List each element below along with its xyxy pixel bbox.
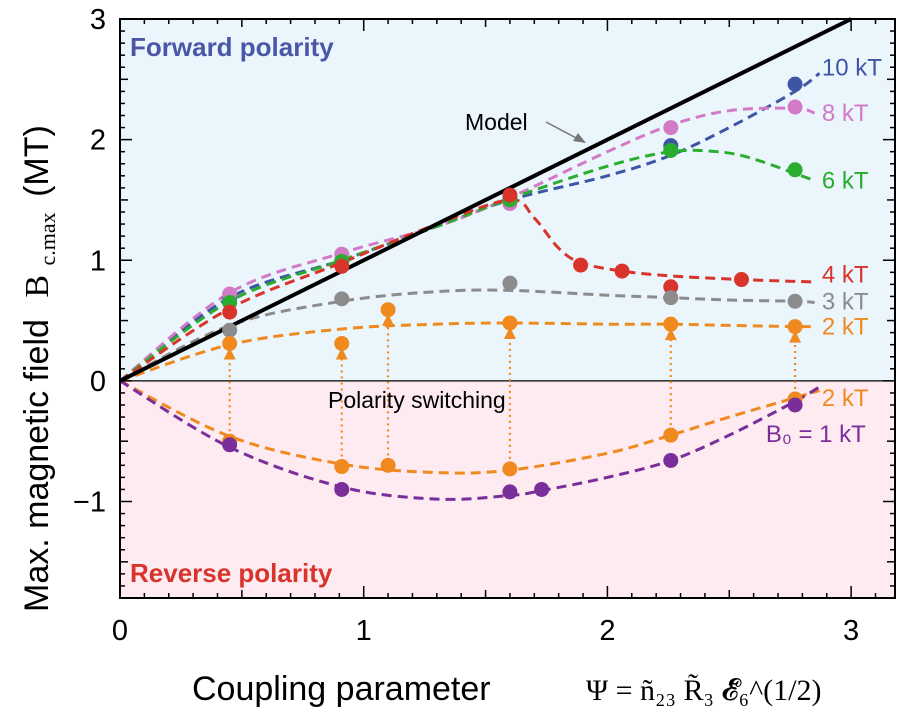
- point-series-3-5: [663, 279, 679, 295]
- point-series-5-1: [334, 335, 350, 351]
- point-series-4-4: [787, 293, 803, 309]
- point-series-6-4: [663, 427, 679, 443]
- point-series-5-0: [222, 335, 238, 351]
- fit-curves: [119, 72, 821, 501]
- switch-arrowhead-1: [335, 347, 348, 360]
- point-series-2-4: [787, 162, 803, 178]
- y-axis-title: Max. magnetic field B c.max (MT): [18, 125, 63, 612]
- point-series-6-3: [502, 461, 518, 477]
- y-tick-label-2: 1: [90, 245, 106, 277]
- series-label-0: 10 kT: [822, 54, 882, 81]
- curve-series-6: [119, 379, 820, 475]
- x-axis-title-text: Coupling parameter: [192, 670, 491, 708]
- point-series-1-4: [787, 99, 803, 115]
- y-tick-label-0: −1: [73, 487, 106, 519]
- point-series-3-4: [614, 263, 630, 279]
- point-series-0-4: [787, 76, 803, 92]
- point-series-7-1: [334, 481, 350, 497]
- model-line-stroke: [119, 17, 853, 383]
- y-axis-title-text: Max. magnetic field: [18, 319, 56, 612]
- y-tick-label-4: 3: [90, 4, 106, 36]
- point-series-1-3: [663, 120, 679, 136]
- polarity-regions: [120, 19, 895, 598]
- point-series-6-1: [334, 459, 350, 475]
- point-series-3-1: [334, 258, 350, 274]
- point-series-5-3: [502, 315, 518, 331]
- point-series-3-6: [733, 272, 749, 288]
- series-label-7: B₀ = 1 kT: [766, 421, 866, 448]
- data-points: [222, 76, 803, 500]
- point-series-4-3: [663, 290, 679, 306]
- y-tick-label-1: 0: [90, 366, 106, 398]
- polarity-switching-annotation: Polarity switching: [328, 387, 506, 413]
- point-series-5-4: [663, 316, 679, 332]
- curve-series-5: [119, 321, 815, 383]
- switching-arrows: [223, 313, 802, 459]
- axis-ticks: 0 1 2 3 −1 0 1 2 3: [73, 4, 895, 647]
- point-series-5-2: [380, 302, 396, 318]
- point-series-4-0: [222, 322, 238, 338]
- series-label-1: 8 kT: [822, 100, 869, 127]
- point-series-3-3: [573, 257, 589, 273]
- point-series-7-4: [663, 452, 679, 468]
- series-label-6: 2 kT: [822, 385, 869, 412]
- y-tick-label-3: 2: [90, 125, 106, 157]
- curve-series-1: [119, 106, 816, 383]
- point-series-7-3: [534, 481, 550, 497]
- switch-arrowhead-5: [789, 330, 802, 343]
- curve-series-7: [119, 379, 821, 501]
- curve-series-4: [119, 288, 815, 383]
- forward-polarity-label: Forward polarity: [130, 32, 334, 62]
- y-axis-subscript: c.max: [35, 212, 60, 265]
- point-series-3-0: [222, 304, 238, 320]
- series-label-4: 3 kT: [822, 288, 869, 315]
- y-axis-unit: (MT): [18, 125, 56, 197]
- x-axis-formula: Ψ = ñ₂₃ R̃₃ 𝓔̃₆^(1/2): [586, 674, 821, 707]
- point-series-7-2: [502, 484, 518, 500]
- svg-text:Max. magnetic field B: Max. magnetic field B c.max (MT): [18, 125, 63, 612]
- point-series-6-2: [380, 457, 396, 473]
- model-annotation: Model: [465, 109, 528, 135]
- series-label-5: 2 kT: [822, 314, 869, 341]
- point-series-7-5: [787, 397, 803, 413]
- curve-series-0: [119, 72, 821, 383]
- x-tick-label-1: 1: [356, 615, 372, 647]
- point-series-5-5: [787, 319, 803, 335]
- switch-arrowhead-0: [223, 347, 236, 360]
- x-tick-label-3: 3: [843, 615, 859, 647]
- x-tick-label-2: 2: [599, 615, 615, 647]
- model-annotation-arrowhead: [573, 133, 586, 143]
- switch-arrowhead-2: [382, 313, 395, 326]
- y-axis-symbol: B: [19, 275, 56, 298]
- switch-arrowhead-4: [664, 328, 677, 341]
- point-series-4-2: [502, 275, 518, 291]
- curve-series-3: [119, 198, 815, 383]
- series-label-3: 4 kT: [822, 262, 869, 289]
- point-series-3-2: [502, 187, 518, 203]
- model-annotation-arrow: [545, 121, 581, 141]
- model-line: [119, 17, 853, 383]
- point-series-4-1: [334, 291, 350, 307]
- x-axis-title: Coupling parameter: [192, 670, 491, 708]
- curve-series-2: [119, 148, 816, 383]
- switch-arrowhead-3: [503, 326, 516, 339]
- point-series-2-3: [663, 142, 679, 158]
- x-tick-label-0: 0: [112, 615, 128, 647]
- series-label-2: 6 kT: [822, 168, 869, 195]
- reverse-polarity-label: Reverse polarity: [130, 558, 333, 588]
- point-series-7-0: [222, 437, 238, 453]
